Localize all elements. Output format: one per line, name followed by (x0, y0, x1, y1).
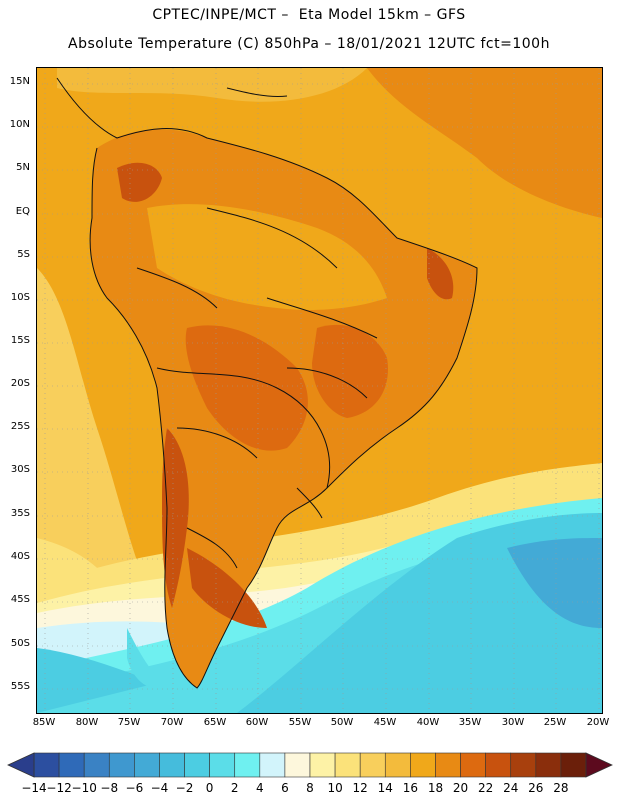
colorbar-swatch (83, 752, 110, 778)
lat-label: 30S (10, 464, 30, 475)
lat-label: EQ (15, 206, 30, 217)
field-north-atlantic (367, 68, 602, 218)
temperature-map (37, 68, 602, 713)
hot-venezuela (117, 162, 162, 202)
field-sw-cyan (37, 648, 157, 713)
colorbar-label: −2 (175, 781, 194, 795)
lat-label: 35S (10, 508, 30, 519)
colorbar-label: 10 (327, 781, 343, 795)
colorbar-label: 6 (281, 781, 289, 795)
colorbar-label: −10 (71, 781, 97, 795)
colorbar-swatch (510, 752, 537, 778)
colorbar-swatch (460, 752, 486, 778)
colorbar-label: 24 (503, 781, 519, 795)
lon-label: 85W (32, 717, 56, 728)
colorbar-label: 8 (306, 781, 314, 795)
lat-label: 5S (17, 249, 30, 260)
lat-label: 15N (9, 76, 30, 87)
field-caribbean (57, 68, 367, 102)
colorbar-under-arrow (7, 752, 35, 778)
lon-label: 25W (543, 717, 567, 728)
colorbar-label: 16 (402, 781, 418, 795)
lat-label: 10S (10, 292, 30, 303)
colorbar-label: 0 (205, 781, 214, 795)
lat-label: 45S (10, 594, 30, 605)
lon-label: 45W (373, 717, 397, 728)
colorbar-label: −4 (150, 781, 169, 795)
colorbar-label: 22 (477, 781, 494, 795)
colorbar-swatch (334, 752, 361, 778)
lon-label: 75W (117, 717, 141, 728)
colorbar-label: −6 (125, 781, 144, 795)
colorbar-label: 26 (528, 781, 544, 795)
colorbar-swatch (435, 752, 461, 778)
lat-label: 40S (10, 551, 30, 562)
colorbar-swatch (535, 752, 562, 778)
lat-gridlines (37, 83, 602, 690)
colorbar-label: −12 (46, 781, 72, 795)
colorbar-swatch (159, 752, 185, 778)
lon-label: 55W (288, 717, 312, 728)
lon-label: 35W (458, 717, 482, 728)
lat-label: 55S (10, 681, 30, 692)
colorbar-swatch (184, 752, 210, 778)
hot-andes (162, 428, 189, 608)
lon-label: 60W (245, 717, 269, 728)
hot-central (185, 325, 308, 451)
lat-label: 15S (10, 335, 30, 346)
colorbar-swatch (384, 752, 411, 778)
title-line-1: CPTEC/INPE/MCT – Eta Model 15km – GFS (152, 7, 466, 23)
colorbar-swatch (410, 752, 436, 778)
colorbar-label: 14 (377, 781, 393, 795)
colorbar-swatch (259, 752, 286, 778)
colorbar-label: 2 (230, 781, 239, 795)
lon-label: 40W (416, 717, 440, 728)
lon-label: 30W (501, 717, 525, 728)
colorbar-label: 20 (452, 781, 469, 795)
lon-label: 80W (75, 717, 99, 728)
colorbar-swatch (134, 752, 160, 778)
colorbar-swatch (284, 752, 311, 778)
lon-label: 50W (330, 717, 354, 728)
colorbar-swatch (108, 752, 135, 778)
colorbar-label: 28 (553, 781, 569, 795)
colorbar-swatch (58, 752, 85, 778)
hot-patagonia (187, 548, 267, 628)
colorbar-swatch (33, 752, 60, 778)
colorbar-label: 12 (352, 781, 368, 795)
lon-label: 70W (160, 717, 184, 728)
hot-southeast (312, 324, 388, 418)
lon-label: 65W (203, 717, 227, 728)
lat-label: 50S (10, 638, 30, 649)
field-pacific-west (37, 268, 147, 588)
colorbar-swatch (234, 752, 261, 778)
coastlines (56, 77, 478, 689)
field-south-deepteal (507, 538, 602, 628)
field-south-teal (237, 513, 602, 713)
colorbar-swatch (560, 752, 587, 778)
hot-northeast (427, 248, 454, 300)
colorbar-swatch (485, 752, 512, 778)
cold-tip (127, 628, 167, 689)
colorbar-label: 4 (255, 781, 264, 795)
lon-label: 20W (586, 717, 610, 728)
lat-label: 10N (9, 119, 30, 130)
lat-label: 25S (10, 421, 30, 432)
lat-label: 5N (16, 162, 30, 173)
colorbar-swatch (359, 752, 386, 778)
map-panel (36, 67, 603, 714)
colorbar-label: −8 (100, 781, 119, 795)
title-line-2: Absolute Temperature (C) 850hPa – 18/01/… (68, 36, 550, 52)
colorbar-over-arrow (585, 752, 613, 778)
lat-label: 20S (10, 378, 30, 389)
colorbar-label: 18 (427, 781, 444, 795)
colorbar-swatch (309, 752, 336, 778)
colorbar-swatch (209, 752, 236, 778)
colorbar-label: −14 (21, 781, 47, 795)
colorbar (7, 752, 613, 778)
